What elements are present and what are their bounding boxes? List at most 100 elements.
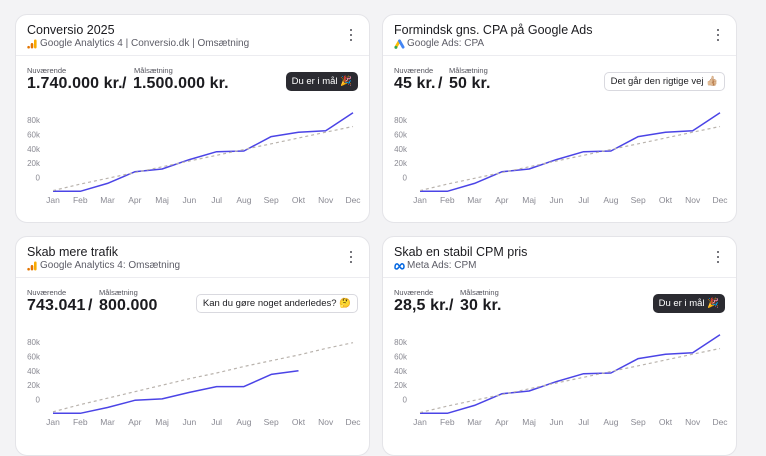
x-tick-label: Nov <box>685 195 701 205</box>
target-series-line <box>52 125 354 192</box>
y-tick-label: 40k <box>27 367 41 376</box>
x-tick-label: Mar <box>100 195 115 205</box>
target-value: 50 kr. <box>449 75 491 92</box>
current-value: 45 kr. <box>394 75 436 92</box>
status-badge: Det går den rigtige vej 👍🏼 <box>603 72 725 91</box>
target-value: 800.000 <box>99 297 158 314</box>
target-label: Målsætning <box>99 288 138 297</box>
x-tick-label: Apr <box>128 417 141 427</box>
x-tick-label: Jan <box>413 195 427 205</box>
goal-card-conversio-2025[interactable]: Conversio 2025 Google Analytics 4 | Conv… <box>15 14 370 223</box>
goal-card-stable-cpm[interactable]: Skab en stabil CPM pris Meta Ads: CPM Nu… <box>382 236 737 456</box>
y-tick-label: 20k <box>394 159 408 168</box>
x-tick-label: Nov <box>318 417 334 427</box>
y-tick-label: 40k <box>394 145 408 154</box>
target-value: 30 kr. <box>460 297 502 314</box>
x-tick-label: Feb <box>73 417 88 427</box>
more-options-icon[interactable] <box>344 249 358 265</box>
goal-card-more-traffic[interactable]: Skab mere trafik Google Analytics 4: Oms… <box>15 236 370 456</box>
current-value: 28,5 kr. <box>394 297 450 314</box>
x-tick-label: Mar <box>467 417 482 427</box>
target-label: Målsætning <box>134 66 173 75</box>
goal-line-chart: 80k 60k 40k 20k 0 Jan Feb Mar Apr Maj Jun Jul Aug Sep… <box>394 112 728 205</box>
x-tick-label: Jun <box>550 195 564 205</box>
x-tick-label: Dec <box>712 195 728 205</box>
x-tick-label: Mar <box>100 417 115 427</box>
card-subtitle: Google Ads: CPA <box>394 38 484 49</box>
card-title: Skab mere trafik <box>27 245 119 259</box>
y-tick-label: 20k <box>27 381 41 390</box>
more-options-icon[interactable] <box>711 27 725 43</box>
y-tick-label: 80k <box>394 338 408 347</box>
google-analytics-icon <box>27 261 37 271</box>
y-tick-label: 20k <box>394 381 408 390</box>
card-header: Skab en stabil CPM pris Meta Ads: CPM <box>383 237 736 278</box>
x-tick-label: Aug <box>603 417 618 427</box>
target-label: Målsætning <box>460 288 499 297</box>
x-tick-label: Maj <box>155 417 169 427</box>
card-subtitle-text: Google Ads: CPA <box>407 38 485 49</box>
card-header: Formindsk gns. CPA på Google Ads Google … <box>383 15 736 56</box>
card-subtitle-text: Google Analytics 4 | Conversio.dk | Omsæ… <box>40 38 250 49</box>
goal-line-chart: 80k 60k 40k 20k 0 Jan Feb Mar Apr Maj Jun Jul Aug Sep… <box>27 112 361 205</box>
x-tick-label: Jul <box>211 195 222 205</box>
x-tick-label: Jul <box>578 195 589 205</box>
x-tick-label: Apr <box>495 195 508 205</box>
target-series-line <box>52 342 354 413</box>
y-tick-label: 40k <box>27 145 41 154</box>
current-label: Nuværende <box>27 288 67 297</box>
value-separator: / <box>438 75 443 92</box>
card-subtitle-text: Google Analytics 4: Omsætning <box>40 260 181 271</box>
card-header: Skab mere trafik Google Analytics 4: Oms… <box>16 237 369 278</box>
card-subtitle: Google Analytics 4 | Conversio.dk | Omsæ… <box>27 38 249 49</box>
y-tick-label: 20k <box>27 159 41 168</box>
current-label: Nuværende <box>394 288 434 297</box>
goal-card-google-ads-cpa[interactable]: Formindsk gns. CPA på Google Ads Google … <box>382 14 737 223</box>
actual-series-line <box>53 370 299 415</box>
x-tick-label: Nov <box>318 195 334 205</box>
x-tick-label: Okt <box>292 417 306 427</box>
current-value: 1.740.000 kr. <box>27 75 123 92</box>
card-title: Formindsk gns. CPA på Google Ads <box>394 23 593 37</box>
x-tick-label: Nov <box>685 417 701 427</box>
x-tick-label: Jan <box>46 195 60 205</box>
actual-series-line <box>53 112 354 193</box>
x-tick-label: Aug <box>236 195 251 205</box>
value-separator: / <box>88 297 93 314</box>
value-separator: / <box>449 297 454 314</box>
x-tick-label: Maj <box>155 195 169 205</box>
y-tick-label: 80k <box>394 116 408 125</box>
y-tick-label: 60k <box>394 352 408 361</box>
x-tick-label: Sep <box>631 417 646 427</box>
target-series-line <box>419 347 721 414</box>
x-tick-label: Dec <box>712 417 728 427</box>
card-subtitle-text: Meta Ads: CPM <box>407 260 477 271</box>
more-options-icon[interactable] <box>344 27 358 43</box>
y-tick-label: 60k <box>394 130 408 139</box>
x-tick-label: Feb <box>440 195 455 205</box>
card-title: Skab en stabil CPM pris <box>394 245 528 259</box>
goal-line-chart: 80k 60k 40k 20k 0 Jan Feb Mar Apr Maj Jun Jul Aug Sep… <box>394 334 728 427</box>
x-tick-label: Aug <box>603 195 618 205</box>
x-tick-label: Jun <box>183 195 197 205</box>
status-badge: Du er i mål 🎉 <box>285 72 358 91</box>
current-label: Nuværende <box>27 66 67 75</box>
status-badge: Du er i mål 🎉 <box>652 294 725 313</box>
y-tick-label: 0 <box>403 174 408 183</box>
x-tick-label: Jan <box>413 417 427 427</box>
x-tick-label: Jul <box>578 417 589 427</box>
y-tick-label: 80k <box>27 116 41 125</box>
x-tick-label: Apr <box>495 417 508 427</box>
more-options-icon[interactable] <box>711 249 725 265</box>
x-tick-label: Feb <box>73 195 88 205</box>
y-tick-label: 0 <box>403 396 408 405</box>
x-tick-label: Aug <box>236 417 251 427</box>
x-tick-label: Dec <box>345 417 361 427</box>
actual-series-line <box>420 334 721 415</box>
status-badge: Kan du gøre noget anderledes? 🤔 <box>195 294 358 313</box>
card-subtitle: Google Analytics 4: Omsætning <box>27 260 180 271</box>
x-tick-label: Jun <box>183 417 197 427</box>
x-tick-label: Jun <box>550 417 564 427</box>
y-tick-label: 0 <box>36 396 41 405</box>
x-tick-label: Feb <box>440 417 455 427</box>
